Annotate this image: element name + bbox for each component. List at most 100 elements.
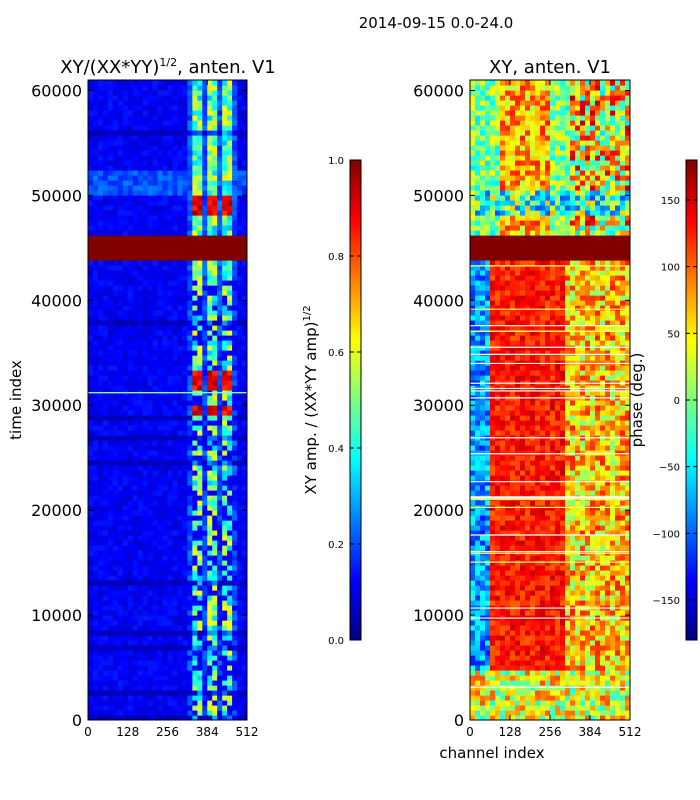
heatmap1-cell bbox=[122, 285, 129, 291]
heatmap1-cell bbox=[152, 645, 159, 651]
heatmap1-cell bbox=[212, 120, 218, 126]
heatmap1-cell bbox=[202, 130, 208, 136]
heatmap1-cell bbox=[227, 370, 233, 376]
heatmap1-cell bbox=[197, 430, 203, 436]
heatmap1-cell bbox=[97, 195, 104, 201]
heatmap1-cell bbox=[202, 635, 208, 641]
heatmap1-cell bbox=[167, 560, 174, 566]
heatmap1-cell bbox=[132, 590, 139, 596]
heatmap1-cell bbox=[187, 660, 193, 666]
heatmap2-cell bbox=[625, 635, 630, 641]
heatmap1-cell bbox=[152, 420, 159, 426]
heatmap2-cell bbox=[505, 645, 511, 651]
heatmap1-cell bbox=[127, 580, 134, 586]
heatmap1-cell bbox=[197, 700, 203, 706]
heatmap1-cell bbox=[232, 655, 238, 661]
heatmap1-cell bbox=[132, 635, 139, 641]
heatmap1-cell bbox=[192, 690, 198, 696]
heatmap1-cell bbox=[112, 530, 119, 536]
heatmap1-cell bbox=[157, 555, 164, 561]
heatmap1-cell bbox=[202, 670, 208, 676]
heatmap1-cell bbox=[147, 400, 154, 406]
heatmap1-cell bbox=[88, 655, 94, 661]
heatmap1-cell bbox=[177, 445, 184, 451]
heatmap2-cell bbox=[535, 610, 541, 616]
heatmap1-cell bbox=[142, 185, 149, 191]
heatmap1-cell bbox=[92, 290, 99, 296]
heatmap2-cell bbox=[610, 660, 616, 666]
heatmap1-cell bbox=[232, 235, 238, 241]
heatmap1-cell bbox=[217, 265, 223, 271]
heatmap1-cell bbox=[147, 440, 154, 446]
heatmap1-cell bbox=[227, 340, 233, 346]
heatmap1-cell bbox=[202, 395, 208, 401]
heatmap1-cell bbox=[197, 405, 203, 411]
heatmap1-cell bbox=[167, 680, 174, 686]
heatmap1-cell bbox=[177, 275, 184, 281]
heatmap1-cell bbox=[212, 690, 218, 696]
heatmap1-cell bbox=[182, 680, 188, 686]
heatmap1-cell bbox=[212, 710, 218, 716]
heatmap1-cell bbox=[142, 460, 149, 466]
heatmap1-cell bbox=[112, 545, 119, 551]
heatmap1-cell bbox=[232, 675, 238, 681]
heatmap1-cell bbox=[137, 515, 144, 521]
heatmap1-cell bbox=[177, 265, 184, 271]
heatmap1-cell bbox=[132, 495, 139, 501]
heatmap1-cell bbox=[92, 450, 99, 456]
heatmap1-cell bbox=[217, 520, 223, 526]
heatmap1-cell bbox=[102, 485, 109, 491]
heatmap1-cell bbox=[197, 685, 203, 691]
heatmap1-cell bbox=[182, 95, 188, 101]
heatmap1-cell bbox=[117, 440, 124, 446]
heatmap1-cell bbox=[137, 115, 144, 121]
heatmap1-cell bbox=[132, 450, 139, 456]
heatmap1-cell bbox=[88, 180, 94, 186]
heatmap1-cell bbox=[122, 490, 129, 496]
heatmap1-cell bbox=[167, 425, 174, 431]
heatmap1-cell bbox=[232, 420, 238, 426]
heatmap1-cell bbox=[152, 320, 159, 326]
heatmap1-cell bbox=[142, 365, 149, 371]
heatmap1-cell bbox=[102, 370, 109, 376]
heatmap1-cell bbox=[88, 570, 94, 576]
heatmap1-cell bbox=[182, 100, 188, 106]
heatmap1-cell bbox=[237, 700, 243, 706]
heatmap1-cell bbox=[97, 670, 104, 676]
heatmap1-cell bbox=[147, 245, 154, 251]
heatmap1-cell bbox=[212, 440, 218, 446]
heatmap1-cell bbox=[117, 320, 124, 326]
heatmap1-cell bbox=[177, 335, 184, 341]
heatmap2-cell bbox=[600, 710, 606, 716]
heatmap1-cell bbox=[172, 280, 179, 286]
heatmap1-cell bbox=[242, 360, 247, 366]
heatmap1-cell bbox=[142, 645, 149, 651]
heatmap2-cell bbox=[540, 625, 546, 631]
heatmap1-cell bbox=[102, 190, 109, 196]
heatmap1-cell bbox=[137, 145, 144, 151]
heatmap1-cell bbox=[117, 135, 124, 141]
ytick-label: 50000 bbox=[31, 186, 82, 205]
heatmap2-cell bbox=[580, 665, 586, 671]
heatmap1-cell bbox=[117, 595, 124, 601]
heatmap1-cell bbox=[107, 80, 114, 86]
heatmap1-cell bbox=[177, 535, 184, 541]
heatmap1-cell bbox=[187, 445, 193, 451]
heatmap1-cell bbox=[122, 395, 129, 401]
heatmap2-cell bbox=[620, 640, 626, 646]
heatmap1-cell bbox=[212, 645, 218, 651]
heatmap1-cell bbox=[222, 620, 228, 626]
heatmap2-cell bbox=[485, 650, 491, 656]
heatmap1-cell bbox=[197, 200, 203, 206]
heatmap2-cell bbox=[525, 660, 531, 666]
heatmap1-cell bbox=[192, 210, 198, 216]
heatmap1-cell bbox=[97, 680, 104, 686]
heatmap1-cell bbox=[232, 280, 238, 286]
heatmap1-cell bbox=[167, 355, 174, 361]
heatmap1-cell bbox=[167, 650, 174, 656]
heatmap1-cell bbox=[207, 600, 213, 606]
heatmap1-cell bbox=[102, 420, 109, 426]
heatmap1-cell bbox=[152, 505, 159, 511]
heatmap2-cell bbox=[615, 695, 621, 701]
heatmap1-cell bbox=[227, 520, 233, 526]
